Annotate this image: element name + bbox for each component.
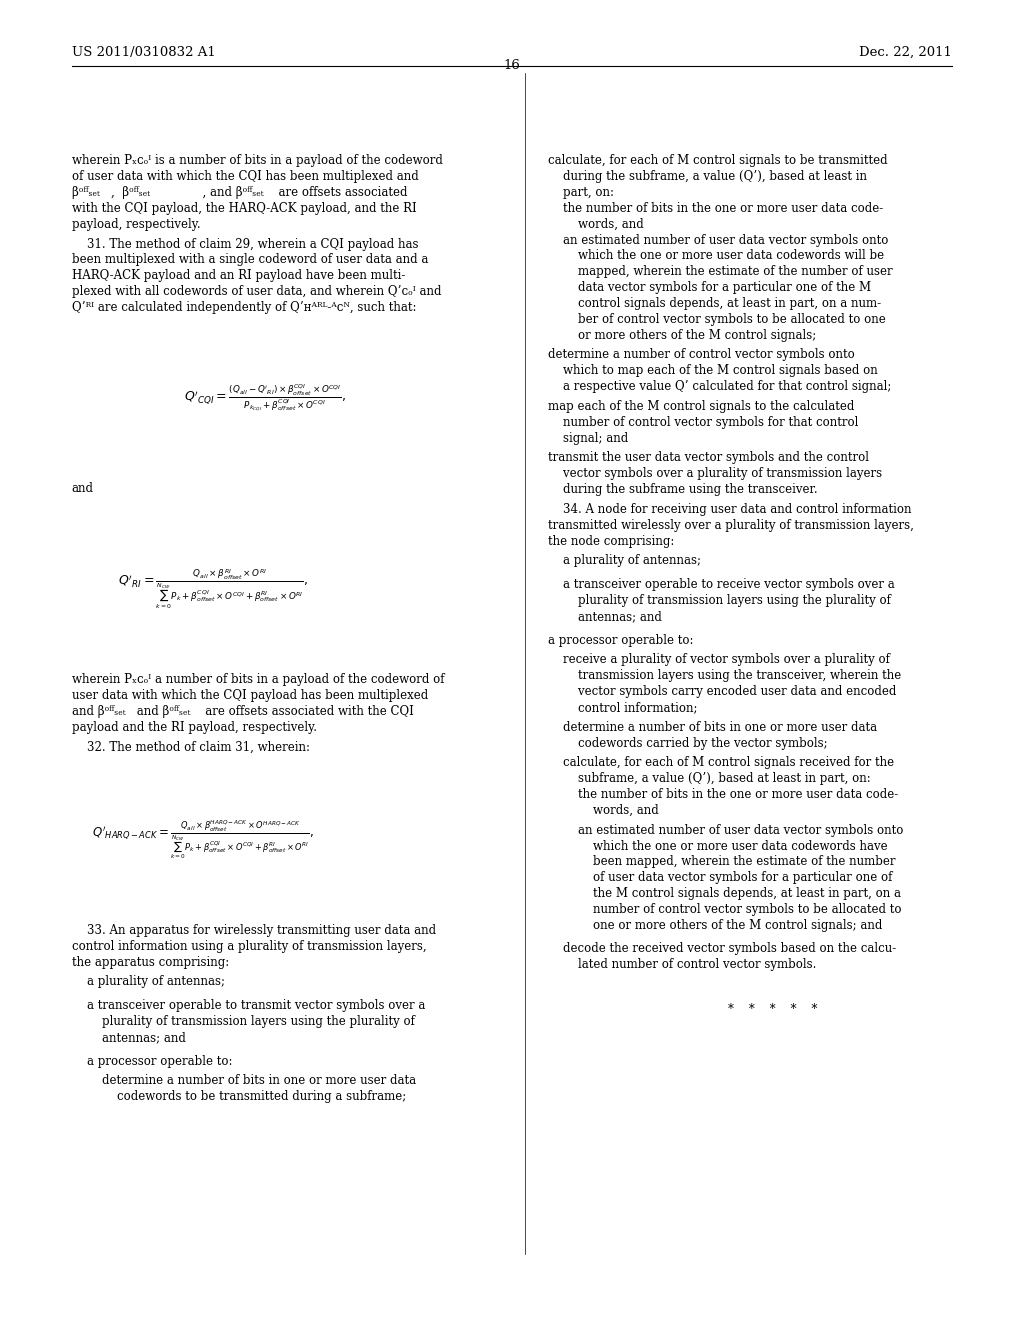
Text: a plurality of antennas;: a plurality of antennas;: [72, 975, 224, 989]
Text: antennas; and: antennas; and: [72, 1031, 185, 1044]
Text: 31. The method of claim 29, wherein a CQI payload has: 31. The method of claim 29, wherein a CQ…: [72, 238, 418, 251]
Text: plurality of transmission layers using the plurality of: plurality of transmission layers using t…: [72, 1015, 415, 1028]
Text: words, and: words, and: [548, 218, 644, 231]
Text: an estimated number of user data vector symbols onto: an estimated number of user data vector …: [548, 824, 903, 837]
Text: codewords carried by the vector symbols;: codewords carried by the vector symbols;: [548, 737, 827, 750]
Text: βᵒᶠᶠₛₑₜ   ,  βᵒᶠᶠₛₑₜ              , and βᵒᶠᶠₛₑₜ    are offsets associated: βᵒᶠᶠₛₑₜ , βᵒᶠᶠₛₑₜ , and βᵒᶠᶠₛₑₜ are offs…: [72, 186, 408, 199]
Text: data vector symbols for a particular one of the M: data vector symbols for a particular one…: [548, 281, 871, 294]
Text: a respective value Q’ calculated for that control signal;: a respective value Q’ calculated for tha…: [548, 380, 891, 393]
Text: a processor operable to:: a processor operable to:: [548, 634, 693, 647]
Text: decode the received vector symbols based on the calcu-: decode the received vector symbols based…: [548, 942, 896, 956]
Text: calculate, for each of M control signals to be transmitted: calculate, for each of M control signals…: [548, 154, 888, 168]
Text: a transceiver operable to transmit vector symbols over a: a transceiver operable to transmit vecto…: [72, 999, 425, 1012]
Text: the number of bits in the one or more user data code-: the number of bits in the one or more us…: [548, 788, 898, 801]
Text: of user data with which the CQI has been multiplexed and: of user data with which the CQI has been…: [72, 170, 419, 183]
Text: vector symbols over a plurality of transmission layers: vector symbols over a plurality of trans…: [548, 467, 882, 480]
Text: with the CQI payload, the HARQ-ACK payload, and the RI: with the CQI payload, the HARQ-ACK paylo…: [72, 202, 417, 215]
Text: $Q'_{HARQ-ACK} = \frac{Q_{all} \times \beta_{offset}^{HARQ-ACK} \times O^{HARQ-A: $Q'_{HARQ-ACK} = \frac{Q_{all} \times \b…: [92, 818, 314, 862]
Text: and βᵒᶠᶠₛₑₜ   and βᵒᶠᶠₛₑₜ    are offsets associated with the CQI: and βᵒᶠᶠₛₑₜ and βᵒᶠᶠₛₑₜ are offsets asso…: [72, 705, 414, 718]
Text: 33. An apparatus for wirelessly transmitting user data and: 33. An apparatus for wirelessly transmit…: [72, 924, 436, 937]
Text: which the one or more user data codewords will be: which the one or more user data codeword…: [548, 249, 884, 263]
Text: $Q'_{RI} = \frac{Q_{all} \times \beta_{offset}^{RI} \times O^{RI}}{\sum_{k=0}^{N: $Q'_{RI} = \frac{Q_{all} \times \beta_{o…: [118, 568, 308, 611]
Text: a transceiver operable to receive vector symbols over a: a transceiver operable to receive vector…: [548, 578, 895, 591]
Text: ber of control vector symbols to be allocated to one: ber of control vector symbols to be allo…: [548, 313, 886, 326]
Text: antennas; and: antennas; and: [548, 610, 662, 623]
Text: calculate, for each of M control signals received for the: calculate, for each of M control signals…: [548, 756, 894, 770]
Text: of user data vector symbols for a particular one of: of user data vector symbols for a partic…: [548, 871, 892, 884]
Text: 16: 16: [504, 59, 520, 73]
Text: Dec. 22, 2011: Dec. 22, 2011: [859, 46, 952, 59]
Text: 32. The method of claim 31, wherein:: 32. The method of claim 31, wherein:: [72, 741, 309, 754]
Text: wherein Pₓᴄₒᴵ is a number of bits in a payload of the codeword: wherein Pₓᴄₒᴵ is a number of bits in a p…: [72, 154, 442, 168]
Text: subframe, a value (Q’), based at least in part, on:: subframe, a value (Q’), based at least i…: [548, 772, 870, 785]
Text: determine a number of bits in one or more user data: determine a number of bits in one or mor…: [548, 721, 877, 734]
Text: HARQ-ACK payload and an RI payload have been multi-: HARQ-ACK payload and an RI payload have …: [72, 269, 406, 282]
Text: determine a number of bits in one or more user data: determine a number of bits in one or mor…: [72, 1074, 416, 1088]
Text: control signals depends, at least in part, on a num-: control signals depends, at least in par…: [548, 297, 881, 310]
Text: map each of the M control signals to the calculated: map each of the M control signals to the…: [548, 400, 854, 413]
Text: the node comprising:: the node comprising:: [548, 535, 674, 548]
Text: number of control vector symbols to be allocated to: number of control vector symbols to be a…: [548, 903, 901, 916]
Text: plurality of transmission layers using the plurality of: plurality of transmission layers using t…: [548, 594, 891, 607]
Text: US 2011/0310832 A1: US 2011/0310832 A1: [72, 46, 215, 59]
Text: payload and the RI payload, respectively.: payload and the RI payload, respectively…: [72, 721, 316, 734]
Text: wherein Pₓᴄₒᴵ a number of bits in a payload of the codeword of: wherein Pₓᴄₒᴵ a number of bits in a payl…: [72, 673, 444, 686]
Text: plexed with all codewords of user data, and wherein Q’ᴄₒᴵ and: plexed with all codewords of user data, …: [72, 285, 441, 298]
Text: vector symbols carry encoded user data and encoded: vector symbols carry encoded user data a…: [548, 685, 896, 698]
Text: user data with which the CQI payload has been multiplexed: user data with which the CQI payload has…: [72, 689, 428, 702]
Text: codewords to be transmitted during a subframe;: codewords to be transmitted during a sub…: [72, 1090, 406, 1104]
Text: and: and: [72, 482, 93, 495]
Text: receive a plurality of vector symbols over a plurality of: receive a plurality of vector symbols ov…: [548, 653, 890, 667]
Text: determine a number of control vector symbols onto: determine a number of control vector sym…: [548, 348, 855, 362]
Text: transmitted wirelessly over a plurality of transmission layers,: transmitted wirelessly over a plurality …: [548, 519, 913, 532]
Text: during the subframe, a value (Q’), based at least in: during the subframe, a value (Q’), based…: [548, 170, 867, 183]
Text: $Q'_{CQI} = \frac{(Q_{all} - Q'_{RI}) \times \beta_{offset}^{CQI} \times O^{CQI}: $Q'_{CQI} = \frac{(Q_{all} - Q'_{RI}) \t…: [184, 383, 346, 414]
Text: part, on:: part, on:: [548, 186, 613, 199]
Text: Q’ᴿᴵ are calculated independently of Q’ʜᴬᴿᴸ‐ᴬᴄᴺ, such that:: Q’ᴿᴵ are calculated independently of Q’ʜ…: [72, 301, 416, 314]
Text: *    *    *    *    *: * * * * *: [728, 1003, 818, 1016]
Text: control information;: control information;: [548, 701, 697, 714]
Text: a plurality of antennas;: a plurality of antennas;: [548, 554, 700, 568]
Text: been multiplexed with a single codeword of user data and a: been multiplexed with a single codeword …: [72, 253, 428, 267]
Text: during the subframe using the transceiver.: during the subframe using the transceive…: [548, 483, 817, 496]
Text: the number of bits in the one or more user data code-: the number of bits in the one or more us…: [548, 202, 883, 215]
Text: lated number of control vector symbols.: lated number of control vector symbols.: [548, 958, 816, 972]
Text: which to map each of the M control signals based on: which to map each of the M control signa…: [548, 364, 878, 378]
Text: transmit the user data vector symbols and the control: transmit the user data vector symbols an…: [548, 451, 868, 465]
Text: which the one or more user data codewords have: which the one or more user data codeword…: [548, 840, 888, 853]
Text: payload, respectively.: payload, respectively.: [72, 218, 201, 231]
Text: been mapped, wherein the estimate of the number: been mapped, wherein the estimate of the…: [548, 855, 895, 869]
Text: one or more others of the M control signals; and: one or more others of the M control sign…: [548, 919, 883, 932]
Text: 34. A node for receiving user data and control information: 34. A node for receiving user data and c…: [548, 503, 911, 516]
Text: or more others of the M control signals;: or more others of the M control signals;: [548, 329, 816, 342]
Text: the apparatus comprising:: the apparatus comprising:: [72, 956, 229, 969]
Text: signal; and: signal; and: [548, 432, 628, 445]
Text: number of control vector symbols for that control: number of control vector symbols for tha…: [548, 416, 858, 429]
Text: an estimated number of user data vector symbols onto: an estimated number of user data vector …: [548, 234, 888, 247]
Text: mapped, wherein the estimate of the number of user: mapped, wherein the estimate of the numb…: [548, 265, 893, 279]
Text: control information using a plurality of transmission layers,: control information using a plurality of…: [72, 940, 426, 953]
Text: the M control signals depends, at least in part, on a: the M control signals depends, at least …: [548, 887, 901, 900]
Text: transmission layers using the transceiver, wherein the: transmission layers using the transceive…: [548, 669, 901, 682]
Text: a processor operable to:: a processor operable to:: [72, 1055, 232, 1068]
Text: words, and: words, and: [548, 804, 658, 817]
